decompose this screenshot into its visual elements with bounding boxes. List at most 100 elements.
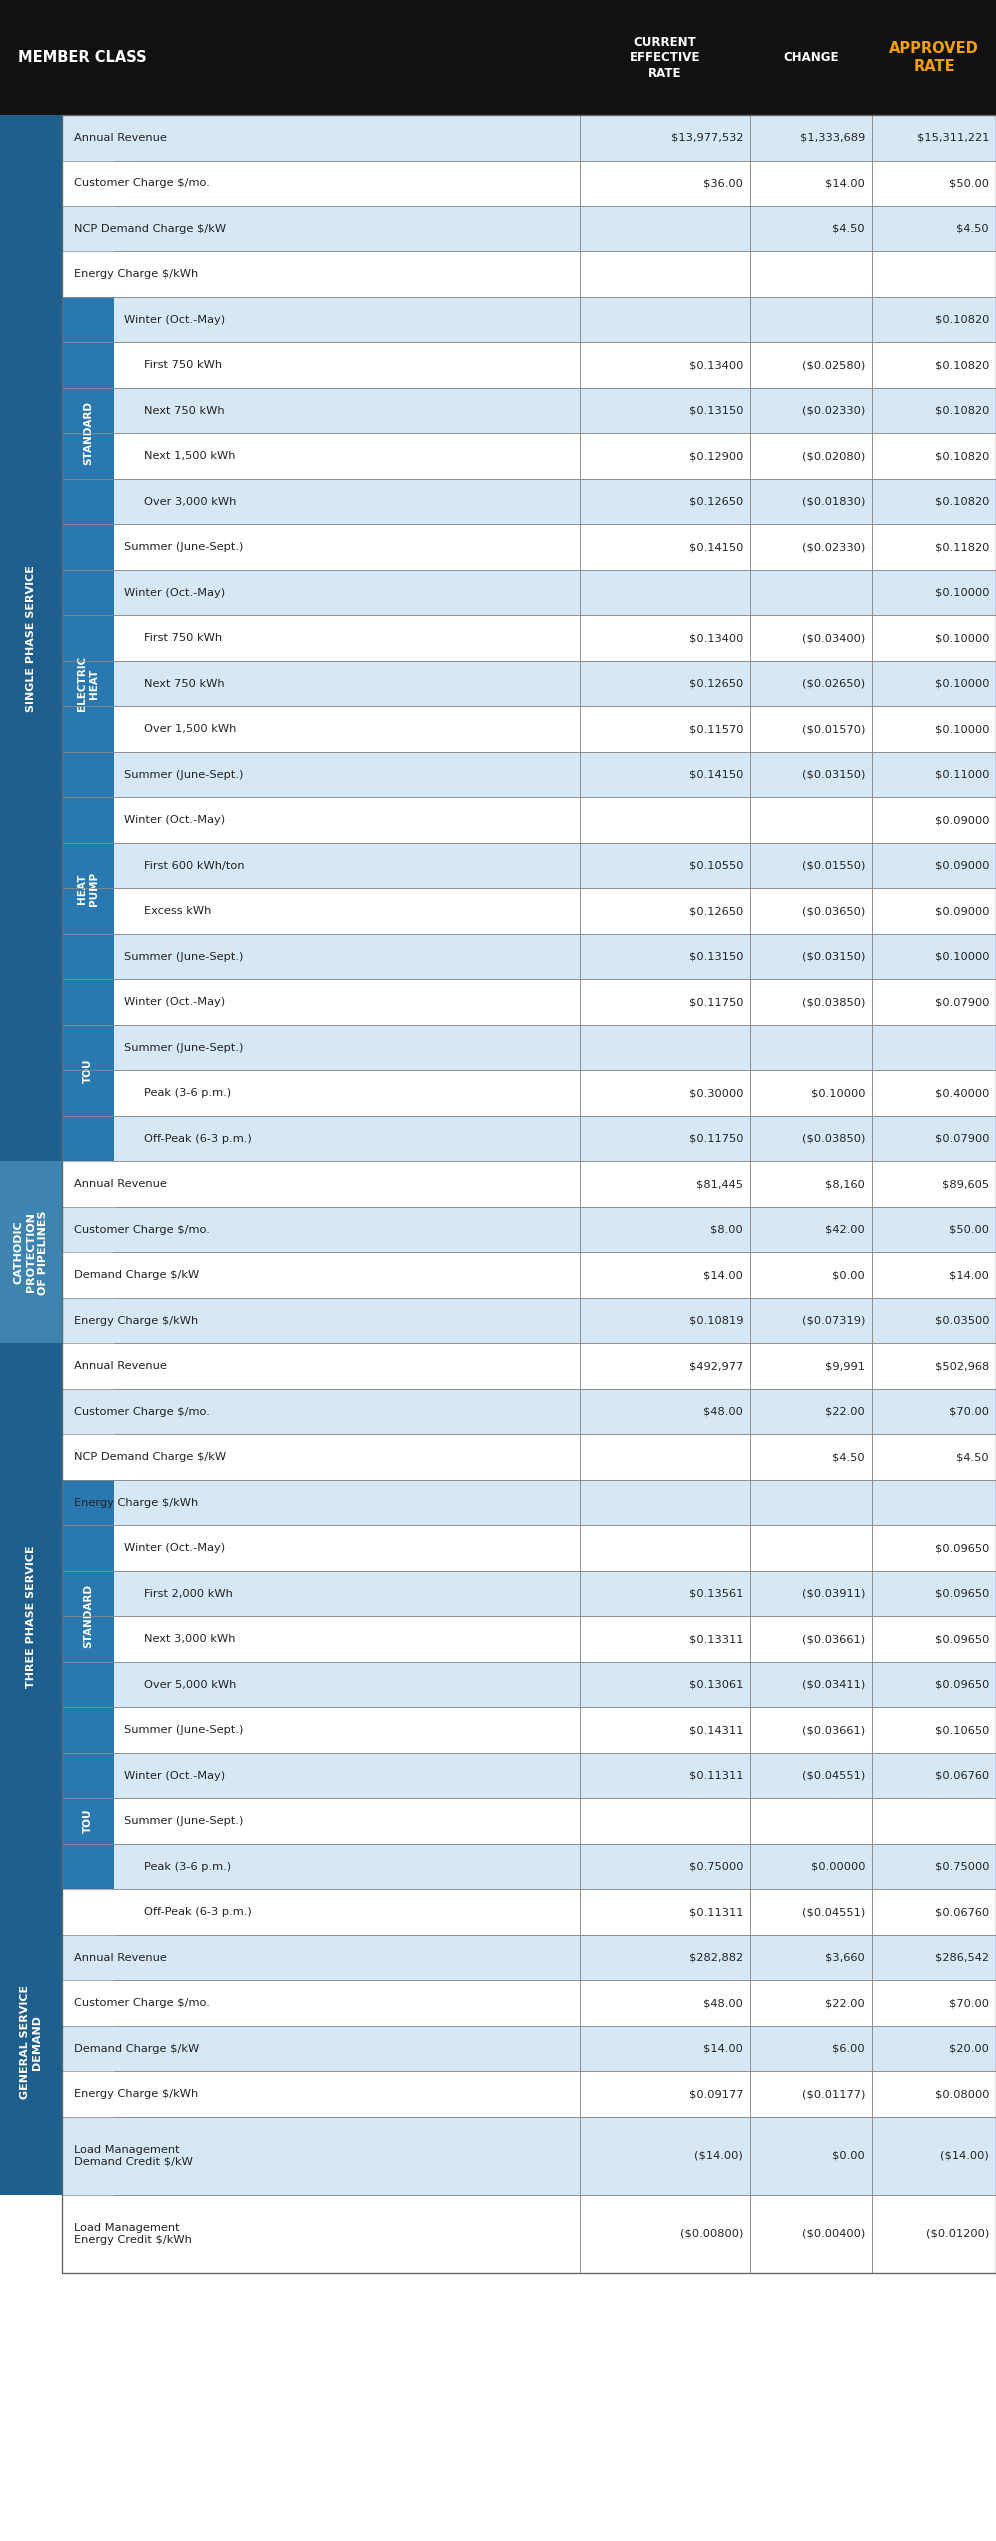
Bar [0,1344,62,1891]
Text: $3,660: $3,660 [826,1951,865,1962]
Text: CATHODIC
PROTECTION
OF PIPELINES: CATHODIC PROTECTION OF PIPELINES [14,1210,48,1296]
Bar [62,1662,996,1708]
Text: $22.00: $22.00 [826,1997,865,2007]
Bar [62,297,996,343]
Text: $0.10000: $0.10000 [811,1088,865,1098]
Text: ($0.03150): ($0.03150) [802,770,865,780]
Text: $50.00: $50.00 [949,178,989,188]
Text: Summer (June-Sept.): Summer (June-Sept.) [124,770,243,780]
Text: ($0.02080): ($0.02080) [802,452,865,462]
Text: $4.50: $4.50 [833,1453,865,1461]
Bar [62,1436,996,1479]
Text: CHANGE: CHANGE [783,51,839,64]
Text: Summer (June-Sept.): Summer (June-Sept.) [124,541,243,551]
Bar [0,1161,62,1344]
Bar [0,1891,62,2195]
Bar [62,206,996,252]
Text: Winter (Oct.-May): Winter (Oct.-May) [124,1771,225,1781]
Text: $0.30000: $0.30000 [688,1088,743,1098]
Bar [62,114,996,2274]
Bar [62,569,114,798]
Bar [62,1344,996,1390]
Bar [62,2117,114,2195]
Text: $0.09650: $0.09650 [934,1634,989,1644]
Text: Next 1,500 kWh: Next 1,500 kWh [144,452,235,462]
Text: $0.75000: $0.75000 [934,1863,989,1873]
Text: ($0.02580): ($0.02580) [802,361,865,371]
Bar [62,252,996,297]
Bar [62,114,114,160]
Text: ($14.00): ($14.00) [694,2152,743,2160]
Text: $0.09000: $0.09000 [934,907,989,917]
Text: $0.10000: $0.10000 [934,587,989,597]
Text: MEMBER CLASS: MEMBER CLASS [18,51,146,66]
Text: $15,311,221: $15,311,221 [916,132,989,142]
Text: First 2,000 kWh: First 2,000 kWh [144,1588,233,1598]
Bar [62,206,114,252]
Text: ($0.03150): ($0.03150) [802,953,865,960]
Text: Summer (June-Sept.): Summer (June-Sept.) [124,953,243,960]
Text: Winter (Oct.-May): Winter (Oct.-May) [124,1542,225,1553]
Text: $14.00: $14.00 [703,2043,743,2053]
Bar [62,2071,996,2117]
Text: $1,333,689: $1,333,689 [800,132,865,142]
Text: Demand Charge $/kW: Demand Charge $/kW [74,2043,199,2053]
Text: $0.10819: $0.10819 [688,1316,743,1326]
Bar [62,1525,996,1570]
Text: $0.06760: $0.06760 [935,1771,989,1781]
Bar [62,1298,996,1344]
Text: Over 5,000 kWh: Over 5,000 kWh [144,1680,236,1690]
Text: $0.11750: $0.11750 [688,996,743,1006]
Text: ($0.03411): ($0.03411) [802,1680,865,1690]
Text: Off-Peak (6-3 p.m.): Off-Peak (6-3 p.m.) [144,1133,252,1143]
Text: Summer (June-Sept.): Summer (June-Sept.) [124,1817,243,1827]
Text: $0.09650: $0.09650 [934,1588,989,1598]
Text: First 750 kWh: First 750 kWh [144,361,222,371]
Text: Annual Revenue: Annual Revenue [74,1362,167,1372]
Text: Energy Charge $/kWh: Energy Charge $/kWh [74,2089,198,2099]
Text: ($0.02650): ($0.02650) [802,678,865,689]
Bar [62,978,114,1161]
Text: $0.12900: $0.12900 [688,452,743,462]
Text: $36.00: $36.00 [703,178,743,188]
Bar [62,160,114,206]
Text: $0.08000: $0.08000 [934,2089,989,2099]
Text: CURRENT
EFFECTIVE
RATE: CURRENT EFFECTIVE RATE [629,36,700,79]
Text: $81,445: $81,445 [696,1179,743,1189]
Text: $48.00: $48.00 [703,1408,743,1418]
Text: $50.00: $50.00 [949,1225,989,1235]
Text: $22.00: $22.00 [826,1408,865,1418]
Bar [62,1979,114,2025]
Text: ($0.04551): ($0.04551) [802,1771,865,1781]
Bar [62,706,996,752]
Text: ($0.01830): ($0.01830) [802,495,865,506]
Bar [62,1390,114,1436]
Text: $0.11000: $0.11000 [934,770,989,780]
Text: ($0.01570): ($0.01570) [802,724,865,734]
Text: $20.00: $20.00 [949,2043,989,2053]
Text: $0.11311: $0.11311 [688,1908,743,1918]
Bar [62,2025,996,2071]
Text: ($0.03400): ($0.03400) [802,633,865,643]
Bar [62,1708,996,1753]
Bar [62,114,996,160]
Text: $0.09000: $0.09000 [934,861,989,872]
Bar [62,1161,114,1207]
Text: $0.12650: $0.12650 [689,678,743,689]
Text: $0.13311: $0.13311 [688,1634,743,1644]
Bar [62,1936,996,1979]
Text: ($0.02330): ($0.02330) [802,541,865,551]
Text: $0.10550: $0.10550 [688,861,743,872]
Text: $0.13400: $0.13400 [688,633,743,643]
Text: Customer Charge $/mo.: Customer Charge $/mo. [74,1408,210,1418]
Bar [62,1479,114,1753]
Bar [62,615,996,661]
Bar [62,1024,996,1070]
Text: $0.07900: $0.07900 [934,1133,989,1143]
Bar [62,2025,114,2071]
Text: $0.75000: $0.75000 [688,1863,743,1873]
Bar [62,2195,114,2274]
Text: $282,882: $282,882 [689,1951,743,1962]
Text: $0.10820: $0.10820 [934,361,989,371]
Text: First 750 kWh: First 750 kWh [144,633,222,643]
